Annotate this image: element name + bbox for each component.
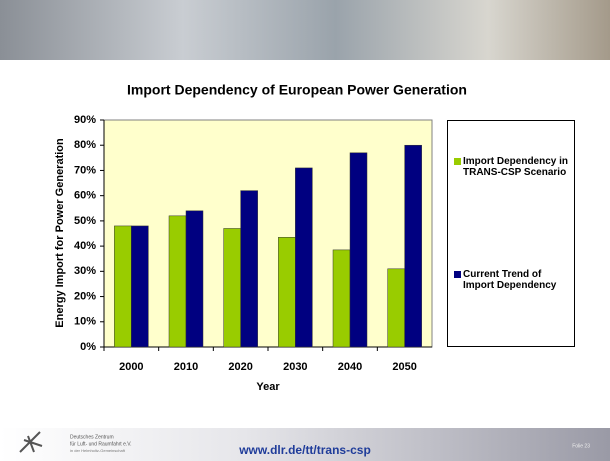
footer-url: www.dlr.de/tt/trans-csp — [238, 443, 371, 457]
bar — [332, 249, 351, 348]
bar — [278, 237, 296, 348]
y-tick-label: 10% — [74, 316, 96, 328]
org-line: für Luft- und Raumfahrt e.V. — [70, 441, 132, 447]
page-number: Folie 23 — [572, 443, 590, 449]
bar — [240, 190, 258, 348]
y-tick-label: 50% — [74, 215, 96, 227]
bar — [114, 225, 132, 348]
y-tick-label: 40% — [74, 240, 96, 252]
x-tick-label: 2020 — [228, 361, 252, 373]
footer-bar — [0, 428, 610, 461]
bar — [223, 228, 241, 348]
org-line: in der Helmholtz-Gemeinschaft — [70, 448, 126, 453]
legend-entry: Import Dependency in TRANS-CSP Scenario — [454, 156, 574, 178]
y-tick-label: 80% — [74, 139, 96, 151]
org-line: Deutsches Zentrum — [70, 434, 114, 440]
bar — [387, 268, 405, 348]
y-tick-label: 90% — [74, 114, 96, 126]
x-tick-label: 2040 — [338, 361, 362, 373]
bar — [295, 167, 313, 348]
x-tick-label: 2050 — [392, 361, 416, 373]
legend-swatch — [454, 158, 461, 165]
bar — [168, 215, 187, 348]
bar — [185, 210, 204, 348]
logo — [19, 431, 43, 453]
bar — [131, 225, 149, 348]
bar — [404, 144, 422, 348]
y-axis-title: Energy Import for Power Generation — [54, 138, 66, 328]
x-tick-label: 2030 — [283, 361, 307, 373]
chart-title: Import Dependency of European Power Gene… — [127, 82, 467, 98]
legend-label: Current Trend of Import Dependency — [463, 269, 557, 291]
y-tick-label: 70% — [74, 164, 96, 176]
header-banner — [0, 0, 610, 60]
y-tick-label: 60% — [74, 190, 96, 202]
y-tick-label: 30% — [74, 265, 96, 277]
legend-entry: Current Trend of Import Dependency — [454, 269, 574, 291]
x-axis-title: Year — [256, 381, 280, 393]
bar — [349, 152, 368, 348]
plot-area — [103, 119, 433, 348]
y-tick-label: 0% — [80, 341, 96, 353]
x-tick-label: 2010 — [174, 361, 198, 373]
legend-swatch — [454, 271, 461, 278]
legend-label: Import Dependency in TRANS-CSP Scenario — [463, 156, 569, 178]
legend: Import Dependency in TRANS-CSP Scenario C… — [447, 120, 575, 347]
x-tick-label: 2000 — [119, 361, 143, 373]
y-tick-label: 20% — [74, 290, 96, 302]
